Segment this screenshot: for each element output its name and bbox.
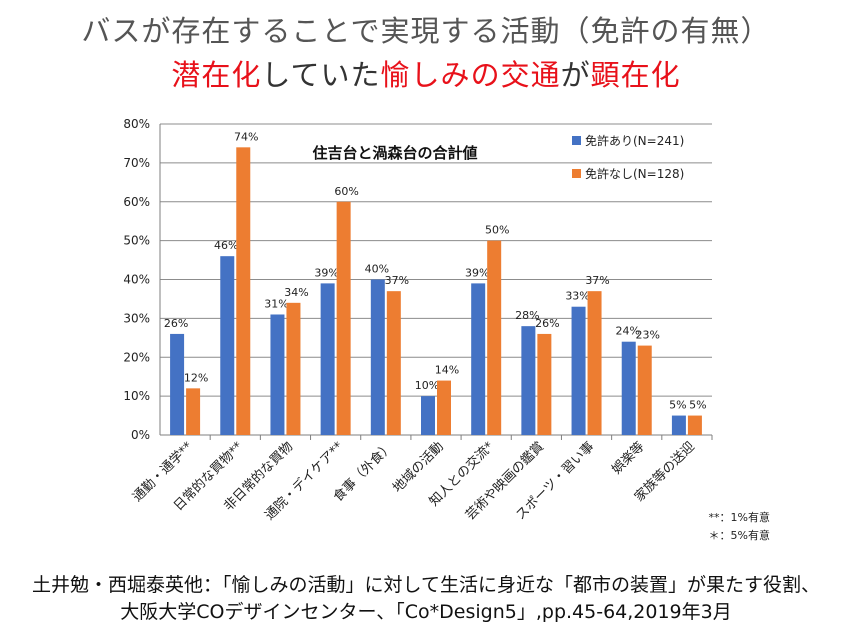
bar: [521, 326, 536, 435]
data-label: 50%: [485, 224, 509, 237]
bar: [421, 396, 435, 435]
y-tick-label: 0%: [131, 428, 150, 442]
data-label: 24%: [616, 325, 640, 338]
subtitle-part: の交通: [470, 58, 561, 92]
bar: [386, 291, 401, 435]
chart-title: 住吉台と渦森台の合計値: [312, 144, 477, 162]
bar: [336, 201, 351, 435]
y-tick-label: 80%: [123, 117, 150, 131]
subtitle-part: 顕在化: [590, 58, 681, 92]
bar: [587, 291, 602, 435]
data-label: 74%: [234, 130, 258, 143]
y-tick-label: 30%: [123, 311, 150, 325]
bar: [320, 283, 335, 435]
significance-note: ＊：5%有意: [709, 528, 770, 542]
legend-label: 免許あり(N=241): [585, 133, 684, 148]
bar-chart: 0%10%20%30%40%50%60%70%80%26%12%通勤・通学**4…: [123, 117, 770, 542]
data-label: 26%: [164, 317, 188, 330]
citation-line-1: 土井勉・西堀泰英他：「愉しみの活動」に対して生活に身近な「都市の装置」が果たす役…: [32, 574, 820, 596]
data-label: 14%: [435, 364, 459, 377]
y-tick-label: 10%: [123, 389, 150, 403]
y-tick-label: 60%: [123, 195, 150, 209]
page-subtitle: 潜在化していた愉しみの交通が顕在化: [0, 52, 852, 94]
data-label: 31%: [264, 297, 288, 310]
bar: [637, 345, 652, 435]
y-tick-label: 50%: [123, 234, 150, 248]
data-label: 39%: [465, 266, 489, 279]
data-label: 39%: [314, 266, 338, 279]
bar: [571, 306, 586, 435]
legend-swatch: [572, 136, 581, 145]
data-label: 23%: [636, 329, 660, 342]
data-label: 37%: [585, 274, 609, 287]
bar: [220, 256, 235, 435]
subtitle-part: が: [560, 58, 591, 92]
subtitle-part: 潜在化: [171, 58, 262, 92]
bar: [471, 283, 486, 435]
bar: [537, 333, 552, 435]
data-label: 10%: [415, 379, 439, 392]
bar: [437, 380, 451, 435]
data-label: 34%: [284, 286, 308, 299]
subtitle-part: 愉しみ: [380, 58, 471, 92]
category-label: 娯楽等: [609, 439, 648, 478]
bar: [487, 240, 502, 435]
bar: [270, 314, 285, 435]
data-label: 40%: [365, 263, 389, 276]
legend-swatch: [572, 169, 581, 178]
bar: [671, 415, 686, 435]
citation-line-2: 大阪大学COデザインセンター、「Co*Design5」,pp.45-64,201…: [120, 601, 732, 623]
y-tick-label: 20%: [123, 350, 150, 364]
y-tick-label: 70%: [123, 156, 150, 170]
data-label: 12%: [184, 371, 208, 384]
data-label: 60%: [334, 185, 358, 198]
data-label: 5%: [669, 399, 686, 412]
bar: [687, 415, 702, 435]
bar: [236, 147, 251, 435]
bar: [621, 341, 636, 435]
bar: [186, 388, 201, 435]
bar: [370, 279, 385, 435]
data-label: 28%: [515, 309, 539, 322]
bar: [286, 302, 301, 435]
data-label: 5%: [689, 399, 706, 412]
data-label: 26%: [535, 317, 559, 330]
significance-note: **：1%有意: [709, 510, 770, 524]
bar: [170, 333, 185, 435]
data-label: 33%: [565, 290, 589, 303]
subtitle-part: していた: [261, 58, 381, 92]
page-title: バスが存在することで実現する活動（免許の有無）: [81, 14, 771, 48]
data-label: 46%: [214, 239, 238, 252]
legend-label: 免許なし(N=128): [585, 166, 684, 181]
y-tick-label: 40%: [123, 273, 150, 287]
data-label: 37%: [385, 274, 409, 287]
